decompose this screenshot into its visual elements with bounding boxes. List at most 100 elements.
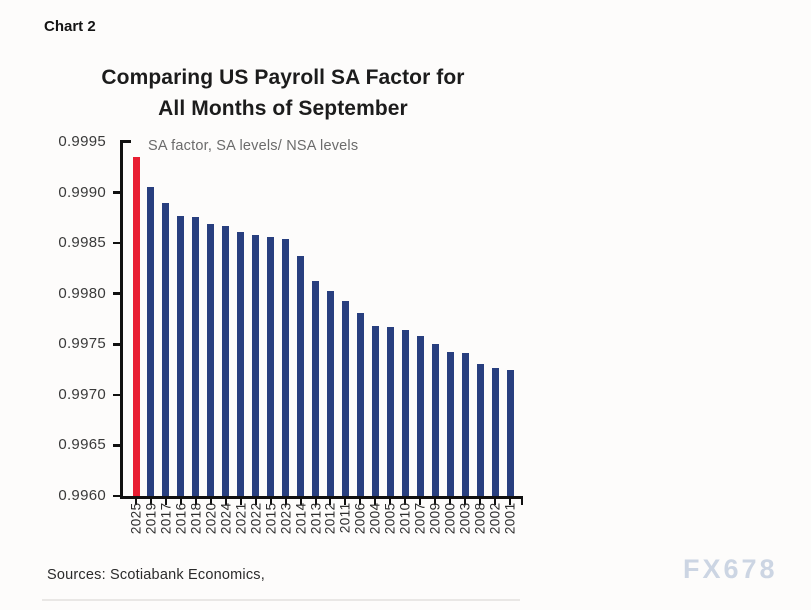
bar-2020 — [207, 223, 215, 496]
x-tick-mark — [389, 499, 392, 505]
x-tick-label-2023: 2023 — [278, 502, 294, 535]
x-tick-mark — [194, 499, 197, 505]
y-tick-label: 0.9970 — [58, 385, 106, 403]
y-tick-label: 0.9980 — [58, 284, 106, 302]
bar-2009 — [431, 344, 439, 496]
x-tick-label-2024: 2024 — [218, 502, 234, 535]
x-tick-mark — [254, 499, 257, 505]
y-tick-mark — [113, 241, 123, 245]
bar-2008 — [476, 363, 484, 496]
y-tick-label: 0.9985 — [58, 234, 106, 252]
x-tick-label-2004: 2004 — [367, 502, 383, 535]
bar-2016 — [177, 215, 185, 496]
y-axis-line — [120, 140, 123, 499]
source-note: Sources: Scotiabank Economics, — [47, 567, 265, 583]
x-tick-mark — [494, 499, 497, 505]
x-tick-label-2011: 2011 — [337, 502, 353, 534]
bar-2021 — [237, 232, 245, 496]
bar-2005 — [386, 327, 394, 496]
x-tick-label-2009: 2009 — [427, 502, 443, 535]
chart-title-line1: Comparing US Payroll SA Factor for — [101, 66, 465, 89]
bar-2004 — [371, 326, 379, 496]
x-tick-mark — [314, 499, 317, 505]
bar-2017 — [162, 202, 170, 496]
chart-number-label: Chart 2 — [44, 18, 96, 35]
x-tick-label-2018: 2018 — [188, 502, 204, 535]
y-tick-label: 0.9995 — [58, 133, 106, 150]
x-tick-mark — [359, 499, 362, 505]
x-tick-label-2003: 2003 — [457, 502, 473, 535]
x-tick-label-2019: 2019 — [143, 502, 159, 535]
x-tick-label-2016: 2016 — [173, 502, 189, 535]
bar-2003 — [461, 353, 469, 496]
x-tick-label-2025: 2025 — [128, 502, 144, 535]
x-tick-mark — [434, 499, 437, 505]
x-tick-mark — [269, 499, 272, 505]
bar-2024 — [222, 225, 230, 496]
bar-2025 — [132, 157, 140, 496]
axis-unit-label: SA factor, SA levels/ NSA levels — [148, 138, 359, 154]
x-tick-label-2000: 2000 — [442, 502, 458, 535]
y-tick-mark — [113, 393, 123, 397]
x-tick-mark — [329, 499, 332, 505]
bar-2010 — [401, 330, 409, 496]
y-tick-mark — [113, 494, 123, 498]
x-tick-mark — [135, 499, 137, 505]
x-tick-mark — [404, 499, 407, 505]
x-tick-label-2013: 2013 — [308, 502, 324, 535]
bar-2011 — [341, 300, 349, 496]
x-tick-label-2021: 2021 — [233, 502, 249, 535]
y-tick-mark — [113, 292, 123, 295]
x-tick-label-2008: 2008 — [472, 502, 488, 535]
x-tick-mark — [344, 499, 347, 505]
bar-2000 — [446, 352, 454, 496]
x-tick-mark — [209, 499, 212, 505]
bottom-divider — [42, 599, 520, 601]
x-tick-mark — [239, 499, 242, 505]
bar-2018 — [192, 216, 200, 496]
bar-2002 — [491, 367, 499, 496]
y-tick-mark — [113, 444, 123, 447]
x-tick-mark — [164, 499, 167, 505]
x-tick-mark — [449, 499, 452, 505]
y-tick-label: 0.9975 — [58, 335, 106, 353]
y-tick-mark — [113, 191, 123, 194]
x-tick-label-2006: 2006 — [352, 502, 368, 535]
watermark: FX678 — [683, 554, 778, 584]
bar-2019 — [147, 186, 155, 496]
chart-title: Comparing US Payroll SA Factor for All M… — [43, 62, 523, 124]
x-tick-mark — [149, 499, 152, 505]
x-tick-mark — [509, 499, 511, 505]
y-tick-mark — [113, 343, 123, 346]
x-tick-label-2002: 2002 — [487, 502, 503, 535]
bar-2012 — [326, 290, 334, 496]
x-axis-line — [120, 496, 523, 499]
bar-2013 — [312, 280, 320, 496]
y-tick-label: 0.9965 — [58, 436, 106, 454]
bar-2007 — [416, 336, 424, 496]
bar-2014 — [297, 256, 305, 496]
x-tick-label-2007: 2007 — [412, 502, 428, 535]
bar-2023 — [282, 239, 290, 496]
x-tick-mark — [479, 499, 482, 505]
y-tick-label: 0.9960 — [58, 487, 106, 504]
bar-2001 — [506, 369, 514, 496]
x-tick-label-2005: 2005 — [382, 502, 398, 535]
x-tick-label-2015: 2015 — [263, 502, 279, 535]
x-tick-mark — [179, 499, 182, 505]
bar-2015 — [267, 237, 275, 496]
x-tick-label-2020: 2020 — [203, 502, 219, 535]
x-tick-mark — [299, 499, 302, 505]
x-tick-mark — [374, 499, 377, 505]
y-axis-top-cap — [120, 140, 131, 143]
x-tick-label-2012: 2012 — [322, 502, 338, 535]
x-tick-label-2017: 2017 — [158, 502, 174, 535]
bar-2006 — [356, 312, 364, 496]
x-tick-label-2010: 2010 — [397, 502, 413, 535]
bar-2022 — [252, 235, 260, 496]
x-tick-mark — [224, 499, 227, 505]
x-tick-label-2014: 2014 — [293, 502, 309, 535]
x-tick-mark — [284, 499, 287, 505]
x-tick-mark-end — [521, 499, 523, 505]
